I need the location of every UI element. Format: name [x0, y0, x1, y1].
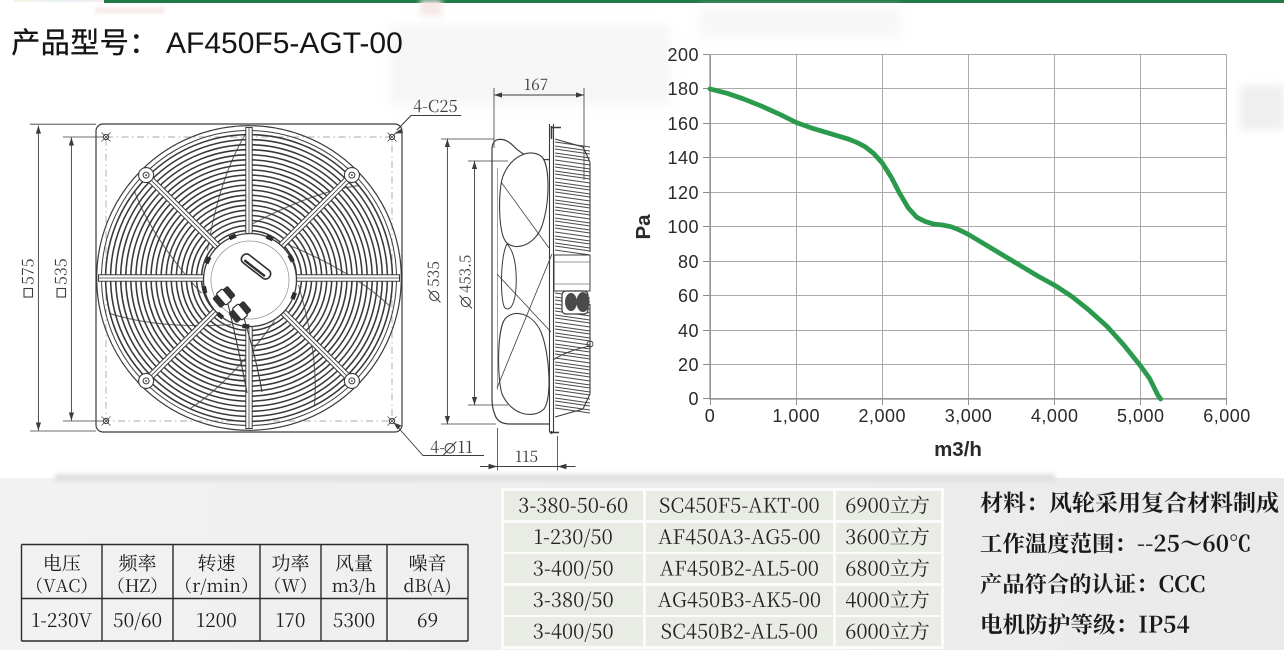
svg-text:3,000: 3,000 — [945, 406, 993, 426]
svg-text:200: 200 — [667, 45, 699, 65]
svg-text:80: 80 — [678, 252, 699, 272]
svg-text:4,000: 4,000 — [1031, 406, 1079, 426]
svg-text:160: 160 — [667, 114, 699, 134]
svg-text:20: 20 — [678, 355, 699, 375]
svg-text:140: 140 — [667, 148, 699, 168]
svg-text:60: 60 — [678, 286, 699, 306]
svg-text:0: 0 — [688, 389, 699, 409]
svg-text:5,000: 5,000 — [1117, 406, 1165, 426]
svg-text:2,000: 2,000 — [859, 406, 907, 426]
svg-text:100: 100 — [667, 217, 699, 237]
svg-text:120: 120 — [667, 183, 699, 203]
svg-text:180: 180 — [667, 79, 699, 99]
svg-text:AF450F5-AGT-00: AF450F5-AGT-00 — [166, 27, 403, 60]
svg-text:Pa: Pa — [632, 214, 655, 240]
svg-text:40: 40 — [678, 321, 699, 341]
svg-text:0: 0 — [705, 406, 716, 426]
svg-text:1,000: 1,000 — [772, 406, 820, 426]
svg-text:6,000: 6,000 — [1203, 406, 1251, 426]
svg-text:m3/h: m3/h — [934, 438, 982, 461]
